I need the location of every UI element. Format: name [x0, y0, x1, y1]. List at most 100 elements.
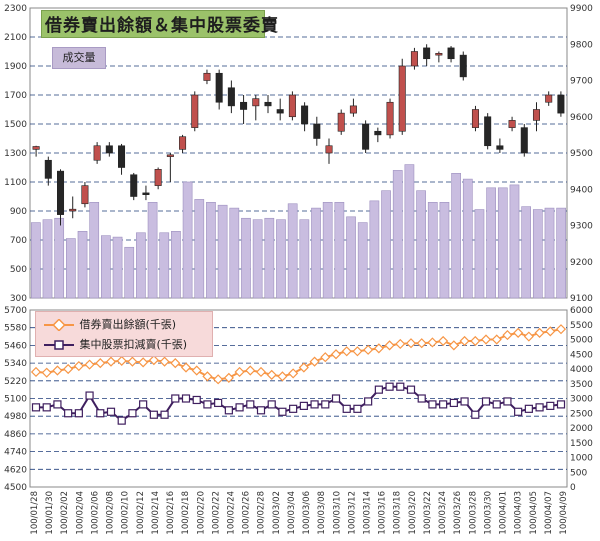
y-right-tick-label-bottom: 1500 [570, 439, 593, 449]
x-tick-label: 100/03/24 [438, 491, 448, 535]
volume-bar [416, 190, 426, 299]
balance-point [159, 356, 170, 367]
y-right-tick-label-bottom: 3500 [570, 380, 593, 390]
candle-body [166, 154, 174, 157]
x-tick-label: 100/02/10 [121, 491, 131, 535]
candle-body [471, 109, 479, 128]
candle-body [349, 105, 357, 114]
balance-point [523, 331, 534, 342]
y-right-tick-label-bottom: 4000 [570, 365, 593, 375]
x-tick-label: 100/03/16 [378, 491, 388, 535]
sell-point [353, 404, 362, 413]
volume-bar [147, 202, 158, 299]
x-tick-label: 100/01/28 [30, 491, 40, 535]
balance-point [363, 344, 374, 355]
volume-bar [112, 236, 123, 299]
balance-point [459, 335, 470, 347]
sell-point [503, 397, 512, 406]
y-left-tick-label: 2300 [4, 4, 27, 14]
volume-bar [241, 217, 251, 299]
volume-legend: 成交量 [52, 47, 106, 69]
y-right-tick-label: 9600 [570, 113, 593, 123]
sell-point [299, 401, 308, 410]
sell-point [74, 409, 83, 418]
x-tick-label: 100/02/24 [226, 491, 236, 535]
y-left-tick-label: 1500 [4, 120, 27, 130]
x-tick-label: 100/03/08 [317, 491, 327, 535]
volume-bar [159, 232, 170, 299]
balance-point [427, 337, 438, 348]
volume-bar [287, 203, 298, 299]
candle-body [276, 109, 284, 114]
volume-bar [299, 219, 310, 299]
y-right-tick-label: 9300 [570, 222, 593, 232]
candle-body [520, 127, 528, 154]
volume-bar [101, 235, 111, 299]
sell-point [278, 407, 287, 416]
balance-point [502, 329, 513, 341]
candle-body [496, 145, 504, 150]
x-tick-label: 100/03/10 [332, 491, 342, 535]
balance-point [180, 362, 192, 373]
y-right-tick-label: 9400 [570, 185, 593, 195]
y-right-tick-label-bottom: 2000 [570, 424, 593, 434]
y-left-tick-label: 1100 [4, 178, 27, 188]
volume-bar [509, 184, 520, 299]
balance-point [545, 326, 556, 337]
x-tick-label: 100/02/12 [136, 491, 146, 535]
volume-bar [171, 231, 181, 299]
sell-point [428, 400, 437, 409]
volume-bar [89, 202, 100, 299]
x-tick-label: 100/02/22 [211, 491, 221, 535]
volume-bar [182, 181, 193, 299]
balance-point [416, 338, 427, 349]
y-right-tick-label-bottom: 3000 [570, 395, 593, 405]
sell-point [96, 409, 105, 418]
candle-body [215, 72, 223, 103]
sell-point [31, 403, 41, 412]
balance-point [405, 338, 417, 349]
sell-point [524, 404, 533, 413]
volume-bar [486, 187, 496, 299]
x-tick-label: 100/03/12 [347, 491, 357, 535]
volume-bar [346, 216, 356, 299]
sell-point [385, 382, 394, 391]
balance-point [395, 338, 406, 350]
sell-point [514, 407, 523, 416]
y-left-tick-label-bottom: 4740 [4, 448, 27, 458]
legend-item-sell: 集中股票扣減賣(千張) [42, 336, 187, 354]
balance-point [266, 369, 277, 380]
y-left-tick-label-bottom: 5460 [4, 341, 27, 351]
balance-point [438, 335, 449, 347]
balance-point [309, 356, 320, 367]
sell-point [224, 406, 233, 415]
volume-bar [439, 202, 450, 299]
volume-bar [462, 178, 473, 299]
x-tick-label: 100/03/20 [408, 491, 418, 535]
balance-point [288, 368, 299, 379]
y-right-tick-label-bottom: 1000 [570, 454, 593, 464]
volume-bar [532, 209, 543, 299]
volume-bar [252, 219, 263, 299]
balance-point [127, 356, 138, 367]
sell-point [53, 400, 62, 409]
line-legend: 借券賣出餘額(千張) 集中股票扣減賣(千張) [35, 311, 213, 357]
volume-bar [194, 199, 205, 299]
y-left-tick-label: 700 [10, 236, 27, 246]
x-tick-label: 100/03/30 [483, 491, 493, 535]
y-left-tick-label: 1300 [4, 149, 27, 159]
x-tick-label: 100/02/02 [60, 491, 70, 535]
volume-bar [334, 202, 345, 299]
candle-body [179, 136, 187, 150]
sell-point [471, 410, 480, 419]
y-right-tick-label-bottom: 5000 [570, 336, 593, 346]
y-left-tick-label-bottom: 5700 [4, 306, 27, 316]
candle-body [301, 105, 309, 125]
x-tick-label: 100/02/28 [257, 491, 267, 535]
x-tick-label: 100/04/05 [529, 491, 539, 535]
candle-body [325, 145, 333, 154]
volume-bar [217, 204, 228, 299]
y-right-tick-label: 9800 [570, 40, 593, 50]
candle-body [93, 145, 101, 161]
sell-point [64, 409, 73, 418]
